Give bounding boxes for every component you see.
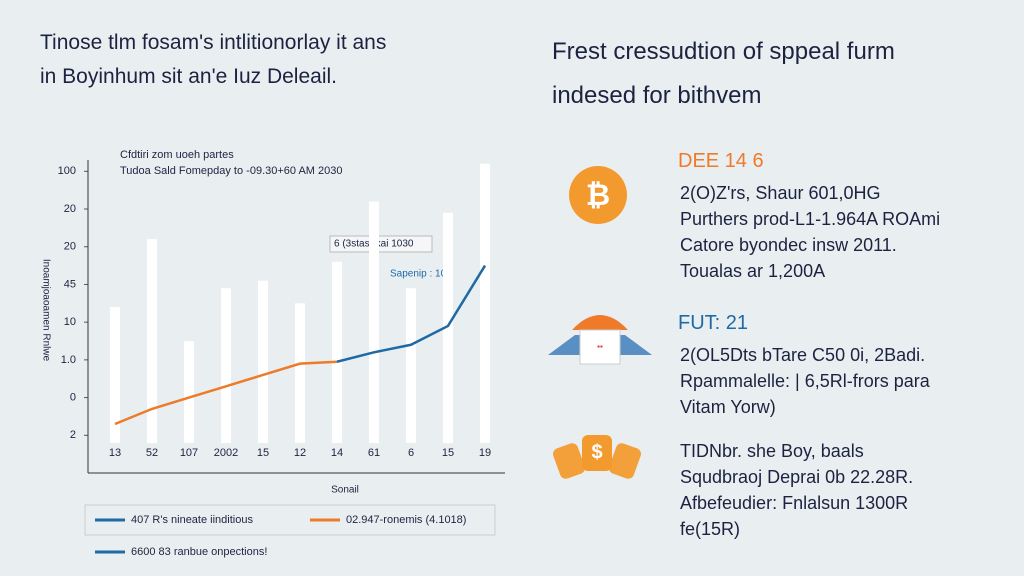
y-tick-label: 2 [70, 429, 76, 441]
chart-subtitle: Tudoa Sald Fomepday to -09.30+60 AM 2030 [120, 165, 343, 177]
y-axis-label: Inoamjoaoamen Rnlwe [40, 259, 51, 362]
side-title: indesed for bithvem [552, 82, 762, 109]
item-line: 2(O)Z'rs, Shaur 601,0HG [680, 183, 881, 203]
item-heading: FUT: 21 [678, 312, 749, 334]
y-tick-label: 1.0 [61, 354, 76, 366]
legend-label: 407 R's nineate iinditious [131, 514, 253, 526]
x-tick-label: 15 [442, 447, 454, 459]
bar [406, 288, 416, 443]
x-tick-label: 107 [180, 447, 198, 459]
svg-text:▪▪: ▪▪ [597, 342, 603, 351]
x-tick-label: 61 [368, 447, 380, 459]
svg-text:$: $ [591, 441, 602, 463]
y-tick-label: 0 [70, 391, 76, 403]
item-line: Squdbraoj Deprai 0b 22.28R. [680, 467, 914, 487]
helmet-icon: ▪▪ [548, 315, 652, 365]
y-tick-label: 10 [64, 316, 76, 328]
item-line: Toualas ar 1,200A [680, 261, 826, 281]
y-tick-label: 100 [58, 165, 76, 177]
x-axis-label: Sonail [331, 485, 359, 496]
legend-label: 6600 83 ranbue onpections! [131, 546, 267, 558]
item-line: TIDNbr. she Boy, baals [680, 441, 864, 461]
item-line: Catore byondec insw 2011. [680, 235, 897, 255]
item-line: fe(15R) [680, 519, 741, 539]
bar [480, 163, 490, 443]
line [336, 264, 487, 363]
x-tick-label: 19 [479, 447, 491, 459]
annotation: Sapenip : 107 [390, 269, 452, 280]
bar [295, 303, 305, 443]
item-line: Vitam Yorw) [680, 397, 776, 417]
bar [147, 239, 157, 443]
legend-label: 02.947-ronemis (4.1018) [346, 514, 466, 526]
x-tick-label: 12 [294, 447, 306, 459]
annotation-box [329, 235, 433, 253]
header-title: Tinose tlm fosam's intlitionorlay it ans [40, 31, 387, 54]
chart-subtitle: Cfdtiri zom uoeh partes [120, 149, 234, 161]
x-tick-label: 14 [331, 447, 343, 459]
x-tick-label: 13 [109, 447, 121, 459]
item-line: Afbefeudier: Fnlalsun 1300R [680, 493, 909, 513]
bar [369, 201, 379, 443]
x-tick-label: 15 [257, 447, 269, 459]
bar [110, 307, 120, 443]
bar [443, 212, 453, 443]
bar [184, 341, 194, 443]
bar [332, 261, 342, 443]
bar [221, 288, 231, 443]
legend-box [84, 504, 496, 536]
x-tick-label: 2002 [214, 447, 238, 459]
bitcoin-icon: ₿ [569, 166, 627, 224]
y-tick-label: 20 [64, 241, 76, 253]
line [114, 360, 338, 426]
item-line: 2(OL5Dts bTare C50 0i, 2Badi. [680, 345, 926, 365]
item-line: Purthers prod-L1-1.964A ROAmi [680, 209, 941, 229]
y-tick-label: 45 [64, 278, 76, 290]
x-tick-label: 6 [408, 447, 414, 459]
bar [258, 280, 268, 443]
header-title: in Boyinhum sit an'e Iuz Deleail. [40, 65, 337, 88]
item-heading: DEE 14 6 [678, 150, 764, 172]
svg-text:₿: ₿ [586, 179, 610, 212]
item-line: Rpammalelle: | 6,5Rl-frors para [680, 371, 930, 391]
side-title: Frest cressudtion of sppeal furm [552, 38, 895, 65]
coins-icon: $ [553, 435, 641, 479]
y-tick-label: 20 [64, 203, 76, 215]
x-tick-label: 52 [146, 447, 158, 459]
